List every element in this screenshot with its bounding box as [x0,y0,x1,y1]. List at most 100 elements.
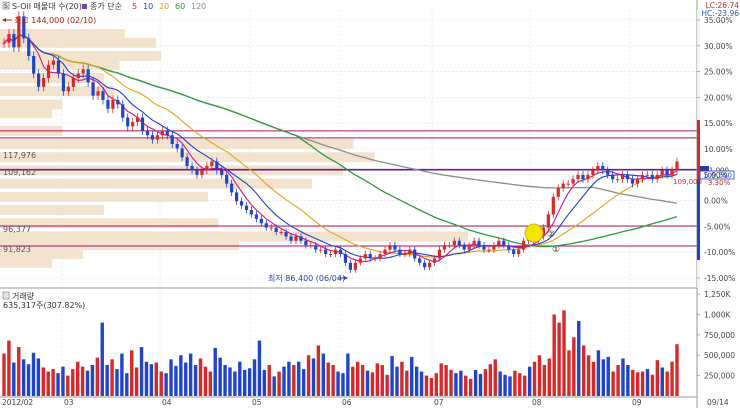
volume-bar-51 [252,359,257,396]
volume-bar-102 [503,374,507,396]
candle-body-113 [561,183,565,188]
candle-body-54 [269,227,273,229]
volume-bar-110 [542,365,547,396]
volume-bars [2,310,679,396]
ma-legend-20: 20 [159,2,169,11]
volume-bar-58 [287,361,291,396]
high-arrowhead [2,18,6,22]
candle-body-79 [393,245,397,250]
volume-bar-52 [257,340,262,396]
volume-bar-69 [341,373,345,396]
ma-legend-5: 5 [132,2,137,11]
volume-bar-12 [61,366,65,396]
volume-bar-90 [444,365,448,396]
date-tick-7: 09 [632,398,642,407]
candle-body-56 [279,232,283,233]
candle-body-50 [249,210,254,215]
volume-bar-129 [636,372,640,396]
volume-bar-75 [370,372,375,396]
volume-title: 거래량 [12,291,35,301]
low-arrowhead [344,276,348,280]
volume-bar-10 [51,369,55,396]
candle-body-35 [175,144,179,149]
volume-bar-65 [321,353,326,396]
candle-body-115 [571,179,575,184]
volume-bar-82 [405,370,409,396]
candle-body-49 [244,205,249,210]
volume-bar-29 [144,361,149,396]
volume-bar-25 [125,373,129,396]
candle-body-118 [586,174,590,180]
candle-body-33 [165,130,169,136]
candle-body-57 [284,232,288,237]
volume-bar-108 [532,361,537,396]
candle-body-32 [160,130,164,136]
volume-bar-79 [390,356,394,396]
candle-body-41 [205,166,209,171]
low-annotation: 최저 86,400 (06/04) [268,273,345,283]
price-tick-7: 0.00% [704,197,728,206]
volume-bar-61 [301,369,306,396]
volume-bar-125 [616,365,620,396]
volume-bar-68 [336,371,340,396]
date-tick-5: 07 [434,398,444,407]
volume-tick-2: 750,000 [704,331,735,340]
candle-body-53 [264,223,268,228]
volume-bar-39 [193,365,198,396]
candle-body-61 [304,240,308,246]
symbol-box [2,1,10,10]
price-tick-1: 30.00% [704,42,733,51]
volume-bar-137 [675,344,679,396]
volume-bar-43 [213,347,217,396]
hc-label: HC:-23.96 [701,9,739,18]
price-tick-2: 25.00% [704,68,733,77]
circle-marker-2: ② [547,230,555,240]
price-tick-6: 5.00% [704,171,728,180]
candle-body-21 [106,100,110,109]
candle-body-136 [675,161,679,171]
volume-bar-20 [100,322,104,396]
volume-symbol-box [2,291,10,300]
volume-bar-136 [670,361,674,396]
volume-bar-23 [115,369,119,396]
volume-bar-135 [665,371,669,396]
candle-body-72 [358,258,362,263]
candle-body-3 [17,16,21,48]
candle-body-94 [467,245,471,250]
volume-bar-113 [557,322,561,396]
volume-bar-7 [36,358,41,396]
candle-body-67 [333,249,338,254]
candle-body-40 [200,170,204,175]
price-tick-10: -15.00% [704,274,735,283]
candle-body-130 [645,174,649,176]
candle-body-24 [121,104,125,118]
candle-body-135 [670,170,674,175]
volume-bar-93 [459,370,463,396]
price-axis-ticks: 35.00% 30.00% 25.00% 20.00% 15.00% 10.00% 5.00… [697,16,735,283]
candle-body-117 [581,174,585,180]
volume-bar-100 [493,359,497,396]
candle-body-12 [61,73,65,92]
volume-bar-31 [154,362,158,396]
candle-body-78 [388,245,392,250]
date-tick-4: 06 [342,398,352,407]
candle-body-65 [324,249,328,254]
candle-body-77 [383,249,387,254]
candle-body-8 [41,78,46,87]
candle-body-9 [46,64,51,78]
candle-body-34 [170,135,174,144]
candle-body-83 [413,249,417,259]
volume-bar-130 [640,371,645,396]
volume-bar-67 [331,365,335,396]
candle-body-18 [91,82,95,96]
candle-body-100 [497,240,501,246]
symbol-letter: S [4,3,8,10]
candle-body-126 [625,174,630,180]
level-label-4: 91,823 [3,245,31,254]
candle-body-55 [274,227,278,232]
candle-body-105 [521,240,526,250]
volume-bar-9 [46,371,50,396]
volume-bar-71 [351,366,355,396]
volume-bar-45 [223,365,227,396]
